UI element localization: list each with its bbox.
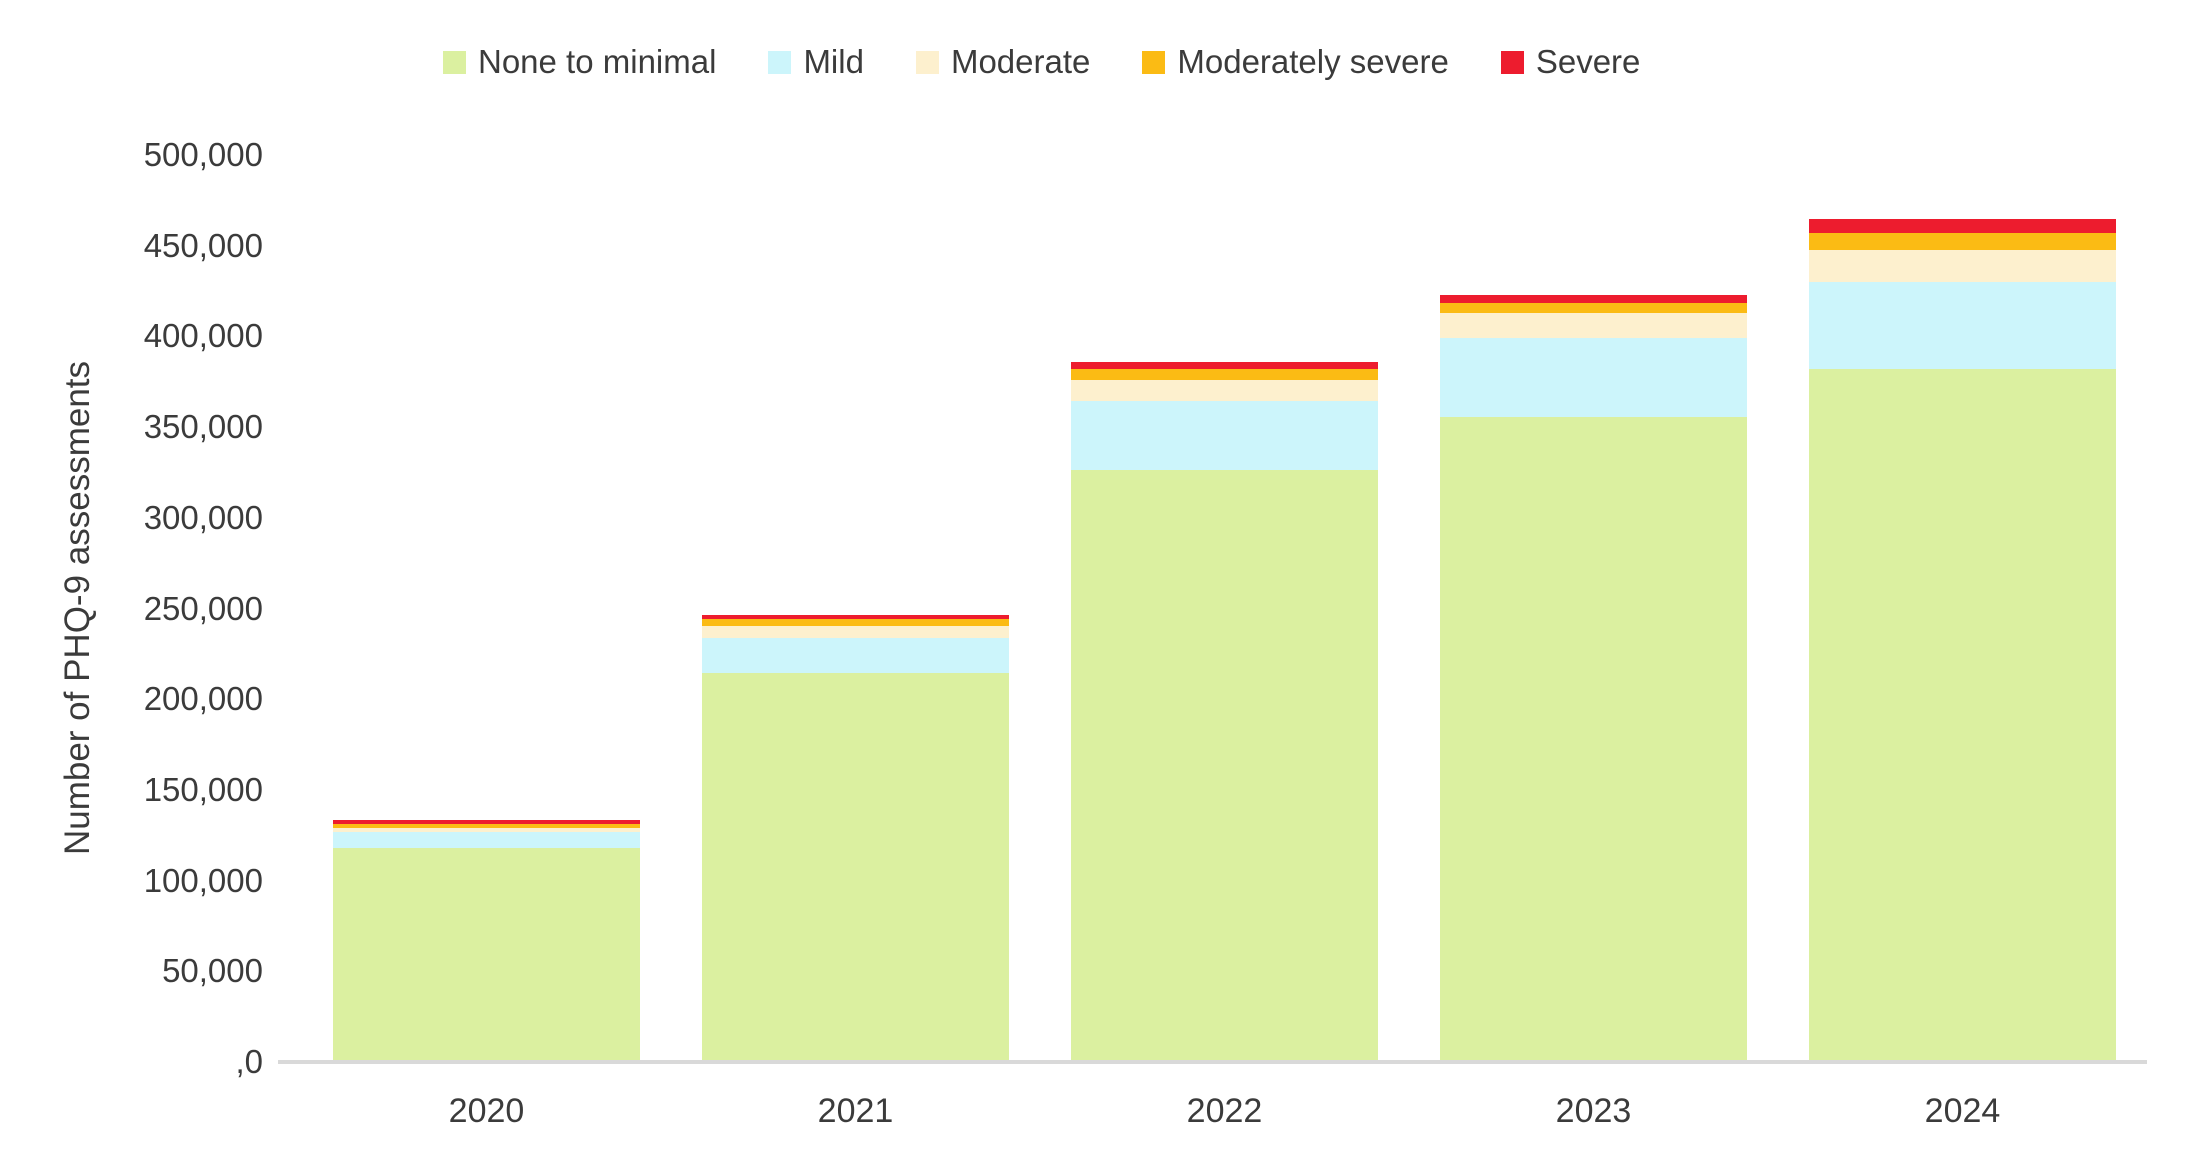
bar-segment-2023-none-to-minimal [1440, 417, 1747, 1062]
legend-item-mild: Mild [768, 42, 864, 82]
bar-segment-2021-moderate [702, 625, 1009, 638]
y-tick-label: 500,000 [143, 136, 263, 173]
bar-segment-2022-mild [1071, 400, 1378, 470]
y-tick-label: 450,000 [143, 226, 263, 264]
legend-label: Moderately severe [1177, 43, 1449, 80]
x-tick-label-2024: 2024 [1924, 1092, 2001, 1130]
bar-segment-2024-moderately-severe [1809, 233, 2116, 251]
legend-label: None to minimal [478, 43, 717, 80]
legend-swatch-none-to-minimal [443, 50, 466, 74]
y-tick-label: 350,000 [143, 408, 263, 446]
legend-swatch-moderately-severe [1142, 50, 1166, 74]
bar-segment-2020-severe [333, 819, 640, 825]
y-tick-label: ,0 [235, 1043, 263, 1080]
bar-segment-2022-moderately-severe [1071, 369, 1378, 380]
bar-segment-2024-mild [1809, 282, 2116, 370]
bar-segment-2022-none-to-minimal [1071, 469, 1378, 1062]
legend-label: Moderate [950, 43, 1091, 80]
bar-segment-2020-mild [333, 831, 640, 848]
x-axis-line [278, 1060, 2147, 1064]
x-tick-label-2020: 2020 [448, 1092, 525, 1130]
bar-segment-2024-none-to-minimal [1809, 369, 2116, 1062]
bar-segment-2020-moderate [333, 828, 640, 832]
bar-segment-2022-moderate [1071, 379, 1378, 401]
bar-segment-2023-severe [1440, 294, 1747, 303]
bar-segment-2021-moderately-severe [702, 619, 1009, 626]
bar-segment-2024-moderate [1809, 250, 2116, 282]
bar-2024 [1809, 218, 2116, 1062]
bar-segment-2022-severe [1071, 361, 1378, 370]
plot-area [278, 155, 2147, 1064]
bar-2021 [702, 614, 1009, 1062]
legend-swatch-severe [1500, 50, 1524, 74]
x-tick-label-2022: 2022 [1186, 1092, 1263, 1130]
y-tick-label: 400,000 [143, 317, 263, 355]
legend-item-moderately-severe: Moderately severe [1142, 42, 1449, 82]
bar-segment-2021-mild [702, 637, 1009, 673]
bar-2022 [1071, 361, 1378, 1062]
legend-label: Severe [1535, 43, 1641, 80]
y-tick-label: 100,000 [143, 861, 263, 899]
bar-segment-2020-moderately-severe [333, 824, 640, 829]
bar-segment-2023-mild [1440, 338, 1747, 418]
legend-item-severe: Severe [1500, 42, 1641, 82]
chart-legend: None to minimal Mild Moderate Moderately se… [443, 42, 1640, 82]
legend-item-none-to-minimal: None to minimal [443, 42, 716, 82]
legend-swatch-moderate [915, 50, 939, 74]
bar-segment-2021-severe [702, 614, 1009, 620]
bar-segment-2021-none-to-minimal [702, 672, 1009, 1062]
y-tick-label: 150,000 [143, 770, 263, 808]
legend-label: Mild [803, 43, 864, 80]
bar-2023 [1440, 294, 1747, 1062]
bar-segment-2024-severe [1809, 218, 2116, 234]
bar-2020 [333, 819, 640, 1062]
bar-segment-2020-none-to-minimal [333, 847, 640, 1062]
y-tick-label: 200,000 [143, 680, 263, 718]
bar-segment-2023-moderately-severe [1440, 302, 1747, 313]
y-tick-label: 50,000 [162, 952, 263, 990]
x-tick-label-2021: 2021 [817, 1092, 894, 1130]
y-tick-label: 300,000 [143, 498, 263, 536]
y-tick-label: 250,000 [143, 589, 263, 627]
x-tick-label-2023: 2023 [1555, 1092, 1632, 1130]
legend-item-moderate: Moderate [915, 42, 1091, 82]
legend-swatch-mild [768, 50, 792, 74]
bar-segment-2023-moderate [1440, 312, 1747, 339]
